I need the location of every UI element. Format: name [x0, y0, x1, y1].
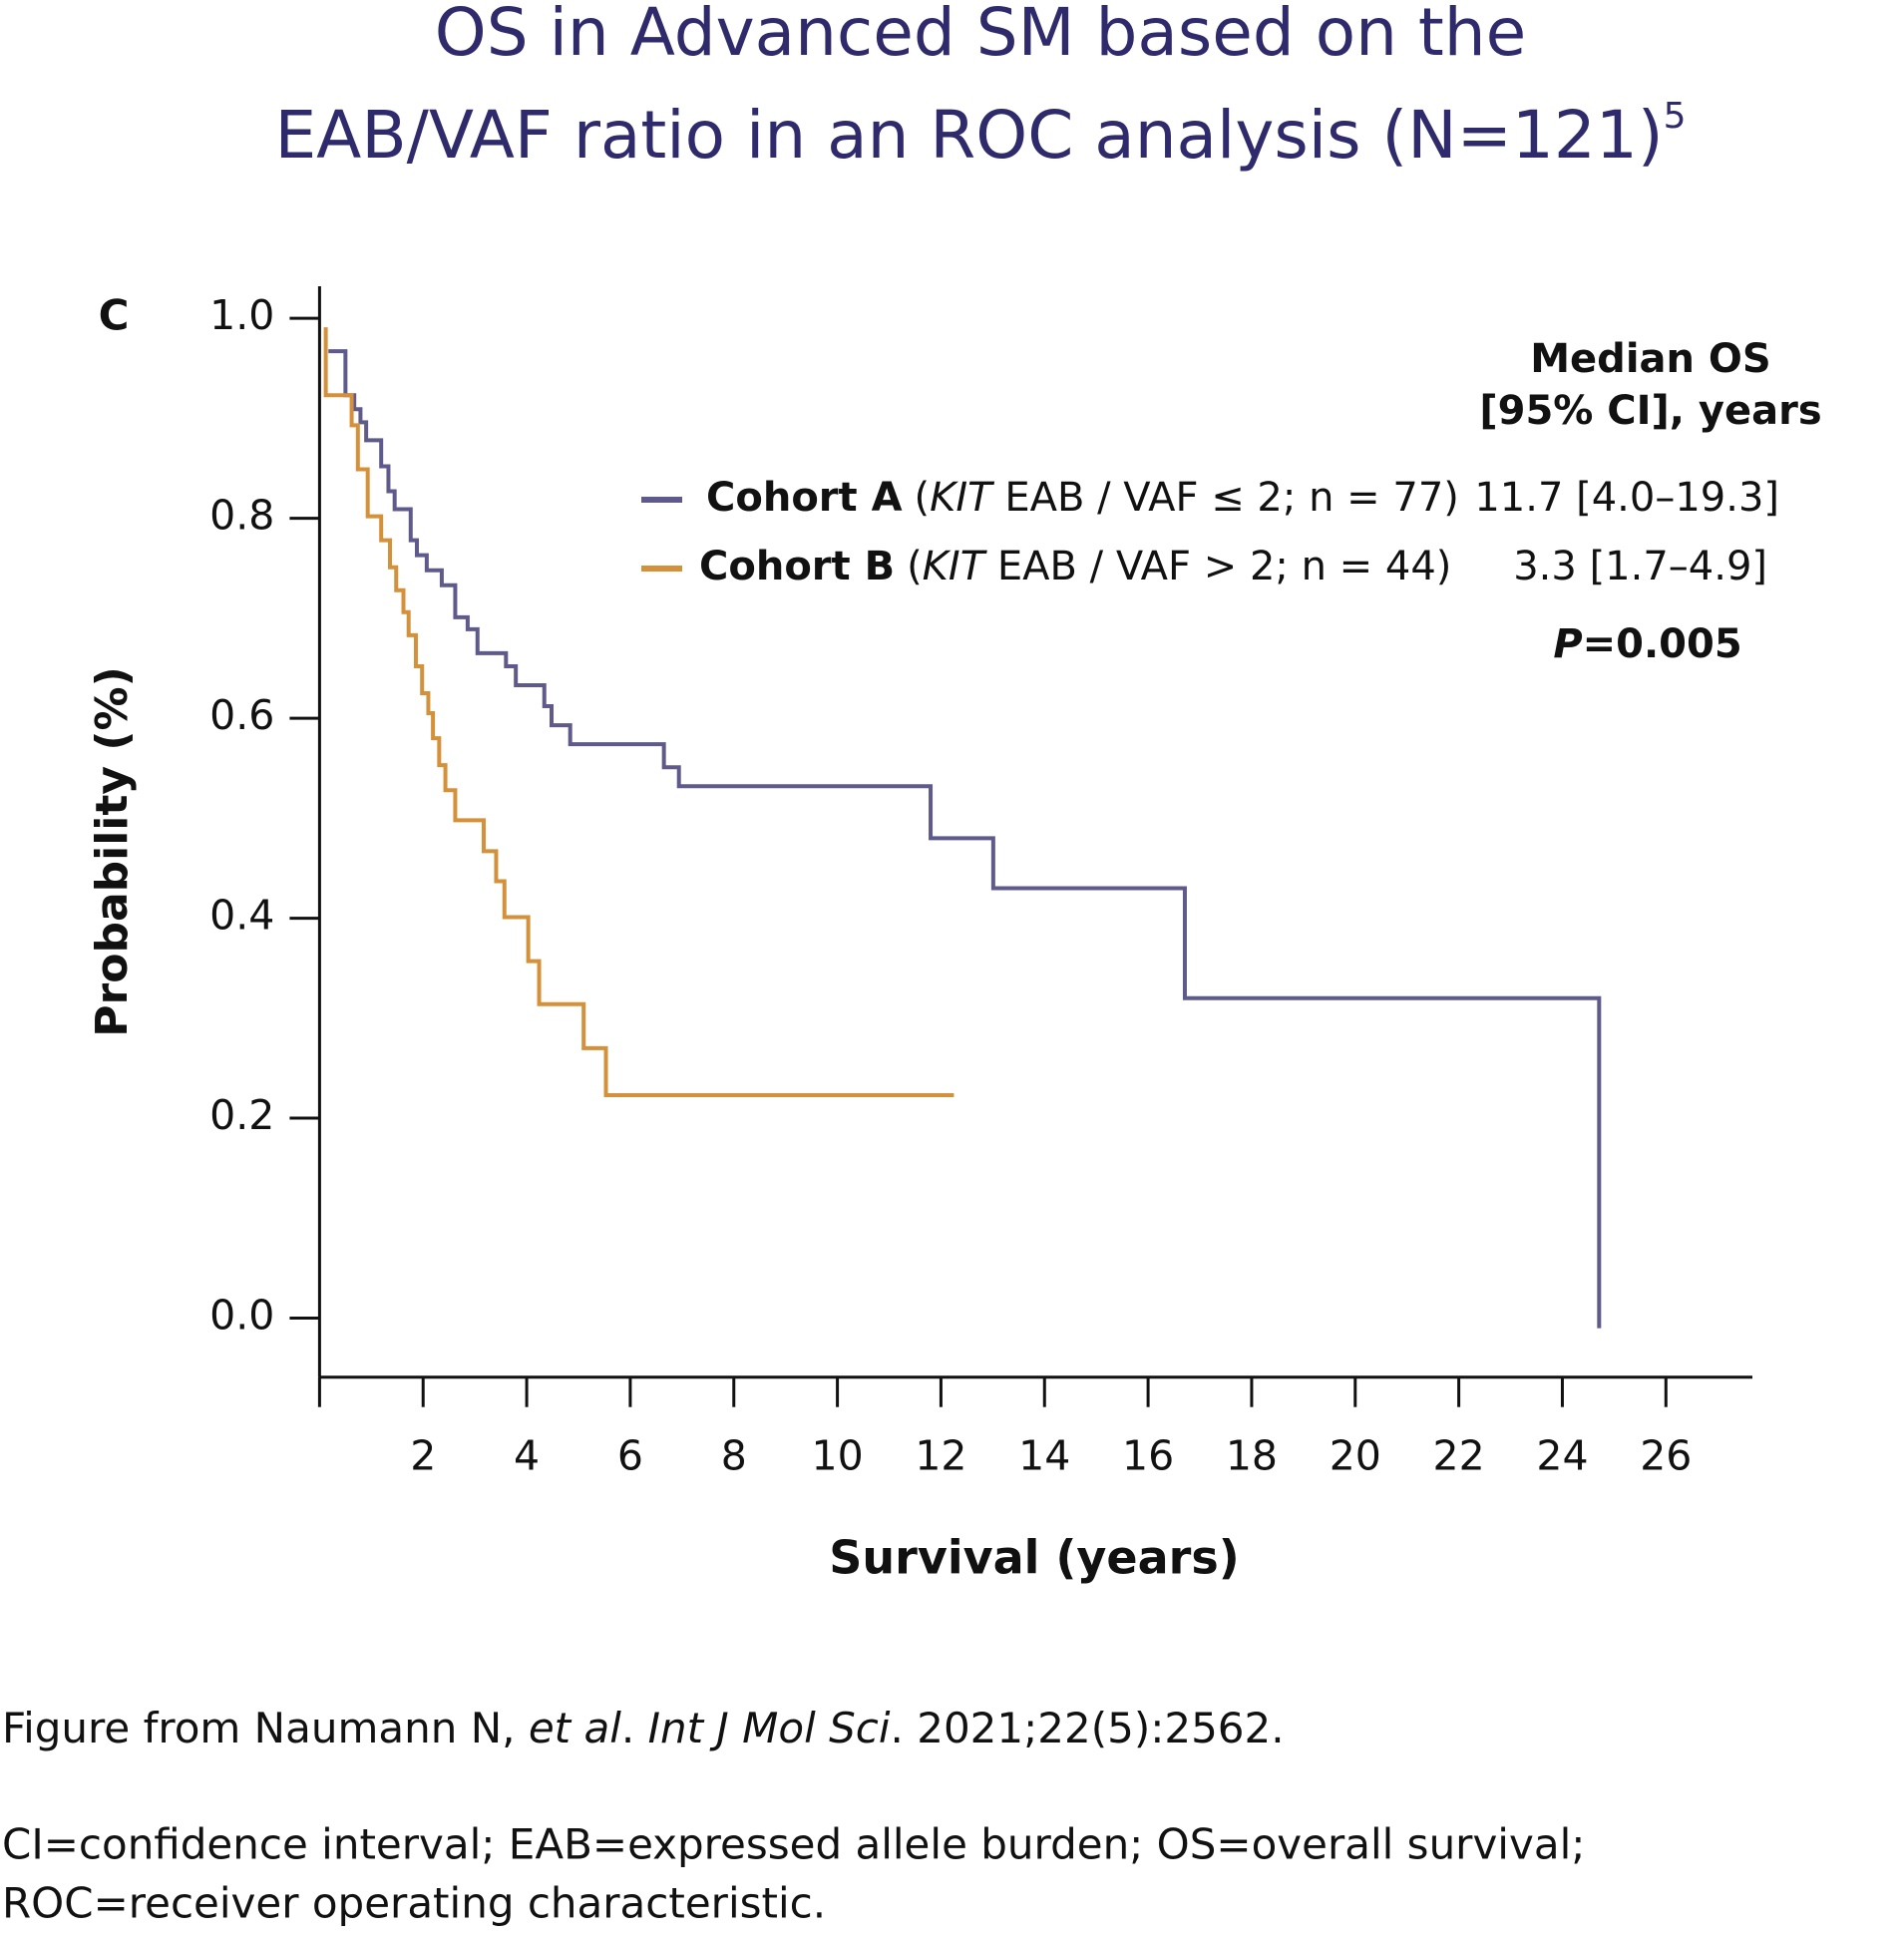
legend-name: Cohort B [699, 544, 895, 589]
legend-detail: KIT [923, 544, 988, 589]
footnote: Int J Mol Sci [648, 1704, 891, 1752]
x-tick-label: 12 [915, 1432, 966, 1480]
x-tick-label: 10 [812, 1432, 864, 1480]
legend-entry: Cohort B (KIT EAB / VAF > 2; n = 44) [699, 544, 1451, 589]
legend-detail: KIT [930, 475, 995, 521]
x-tick-label: 6 [617, 1432, 643, 1480]
footnote: CI=confidence interval; EAB=expressed al… [2, 1820, 1585, 1869]
legend-detail: ( [907, 544, 923, 589]
x-tick-label: 16 [1122, 1432, 1174, 1480]
x-tick-label: 20 [1330, 1432, 1381, 1480]
legend-detail: EAB / VAF ≤ 2; n = 77) [992, 475, 1459, 521]
title-superscript: 5 [1664, 96, 1687, 137]
chart-title: EAB/VAF ratio in an ROC analysis (N=121)… [274, 96, 1686, 174]
footnote: ROC=receiver operating characteristic. [2, 1879, 826, 1928]
x-tick-label: 4 [514, 1432, 540, 1480]
x-tick-label: 24 [1536, 1432, 1588, 1480]
legend-detail: EAB / VAF > 2; n = 44) [984, 544, 1451, 589]
footnote: et al [529, 1704, 621, 1752]
legend-entry: Cohort A (KIT EAB / VAF ≤ 2; n = 77) [706, 475, 1459, 521]
chart-title: EAB/VAF ratio in an ROC analysis (N=121) [274, 97, 1663, 174]
p-value: P=0.005 [1553, 621, 1741, 667]
p-value: P [1553, 621, 1582, 667]
legend-median: 3.3 [1.7–4.9] [1513, 544, 1767, 589]
legend-median: 11.7 [4.0–19.3] [1474, 475, 1779, 521]
footnote: . [621, 1704, 648, 1752]
y-tick-label: 0.2 [209, 1091, 274, 1139]
footnote: . 2021;22(5):2562. [891, 1704, 1285, 1752]
x-tick-label: 14 [1018, 1432, 1070, 1480]
y-tick-label: 0.4 [209, 892, 274, 940]
footnote: Figure from Naumann N, [2, 1704, 529, 1752]
x-tick-label: 8 [721, 1432, 747, 1480]
p-value: =0.005 [1583, 621, 1742, 667]
x-tick-label: 26 [1640, 1432, 1692, 1480]
y-tick-label: 0.0 [209, 1292, 274, 1340]
legend-name: Cohort A [706, 475, 903, 521]
y-tick-label: 0.8 [209, 492, 274, 540]
y-axis-label: Probability (%) [87, 666, 138, 1036]
x-tick-label: 22 [1433, 1432, 1485, 1480]
panel-label: C [99, 291, 130, 340]
footnote: Figure from Naumann N, et al. Int J Mol … [2, 1704, 1285, 1752]
x-tick-label: 18 [1226, 1432, 1278, 1480]
x-tick-label: 2 [410, 1432, 436, 1480]
median-header: [95% CI], years [1479, 388, 1821, 434]
y-tick-label: 1.0 [209, 291, 274, 339]
legend-detail: ( [915, 475, 931, 521]
survival-curve [328, 349, 1602, 1329]
survival-curve [323, 327, 954, 1097]
x-axis-label: Survival (years) [829, 1531, 1239, 1585]
chart-title: OS in Advanced SM based on the [435, 0, 1526, 71]
median-header: Median OS [1530, 336, 1770, 382]
y-tick-label: 0.6 [209, 691, 274, 739]
